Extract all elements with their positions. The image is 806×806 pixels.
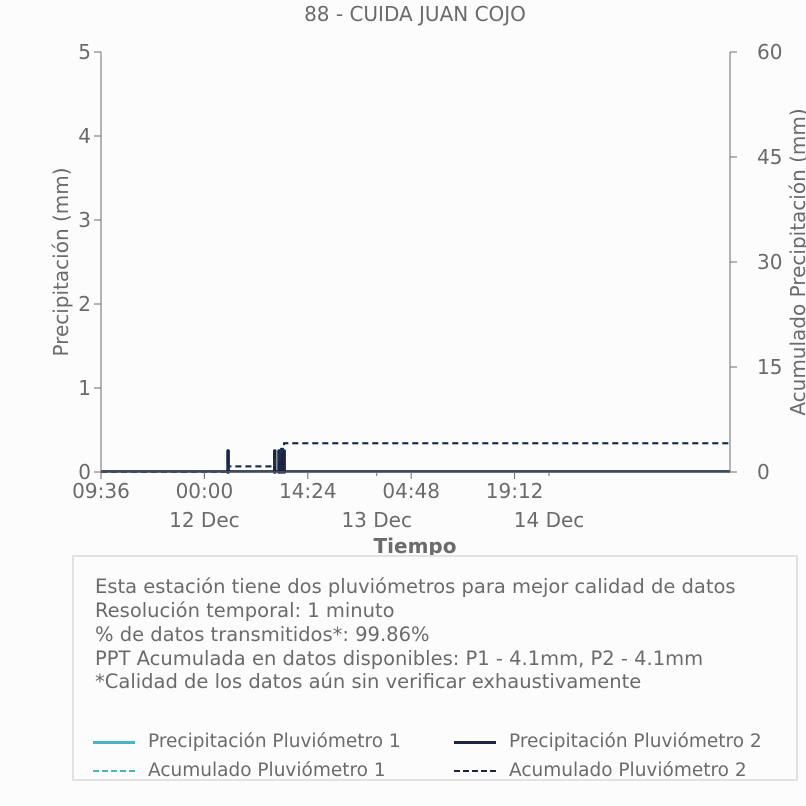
info-line-quality-note: *Calidad de los datos aún sin verificar … [95,670,642,693]
x-tick-label-time: 00:00 [176,479,234,503]
y-tick-label-left: 1 [78,376,91,400]
y-tick-label-right: 30 [757,250,782,274]
y-tick-label-right: 15 [757,355,782,379]
legend-swatch-a2 [454,770,496,772]
x-tick-label-time: 09:36 [72,479,130,503]
legend-label-p1: Precipitación Pluviómetro 1 [148,731,401,752]
y-axis-label-right: Acumulado Precipitación (mm) [786,108,806,415]
y-tick-label-left: 0 [78,460,91,484]
legend-swatch-p2 [454,741,496,744]
x-ticks: 09:36 00:00 14:24 04:48 19:12 12 Dec 13 Dec 14 … [72,472,584,532]
y-tick-label-right: 0 [757,460,770,484]
info-line-resolution: Resolución temporal: 1 minuto [95,599,395,622]
chart-title: 88 - CUIDA JUAN COJO [304,2,526,26]
legend-swatch-a1 [93,770,135,772]
y-tick-label-left: 3 [78,208,91,232]
y-tick-label-right: 45 [757,145,782,169]
precipitation-bars [101,449,730,474]
station-info-box: Esta estación tiene dos pluviómetros par… [72,555,798,781]
y-tick-label-left: 4 [78,124,91,148]
info-line-transmitted: % de datos transmitidos*: 99.86% [95,623,430,646]
x-tick-label-time: 19:12 [486,479,544,503]
x-tick-label-time: 04:48 [382,479,440,503]
legend-label-a2: Acumulado Pluviómetro 2 [509,760,747,781]
x-axis-label: Tiempo [374,534,457,558]
legend-swatch-p1 [93,741,135,744]
accumulated-lines [101,442,730,473]
y-tick-label-right: 60 [757,40,782,64]
accumulated-line-1 [101,442,730,473]
legend-label-a1: Acumulado Pluviómetro 1 [148,760,386,781]
y-tick-label-left: 2 [78,292,91,316]
x-tick-label-date: 13 Dec [341,508,412,532]
x-tick-label-time: 14:24 [279,479,337,503]
x-tick-label-date: 14 Dec [514,508,585,532]
right-y-ticks: 0 15 30 45 60 [730,40,782,484]
left-y-ticks: 0 1 2 3 4 5 [78,40,101,484]
y-tick-label-left: 5 [78,40,91,64]
legend-label-p2: Precipitación Pluviómetro 2 [509,731,762,752]
x-tick-label-date: 12 Dec [169,508,240,532]
y-axis-label-left: Precipitación (mm) [49,167,73,356]
info-line-accumulated: PPT Acumulada en datos disponibles: P1 -… [95,647,704,670]
accumulated-line-2 [101,442,730,473]
info-line-stations: Esta estación tiene dos pluviómetros par… [95,575,736,598]
